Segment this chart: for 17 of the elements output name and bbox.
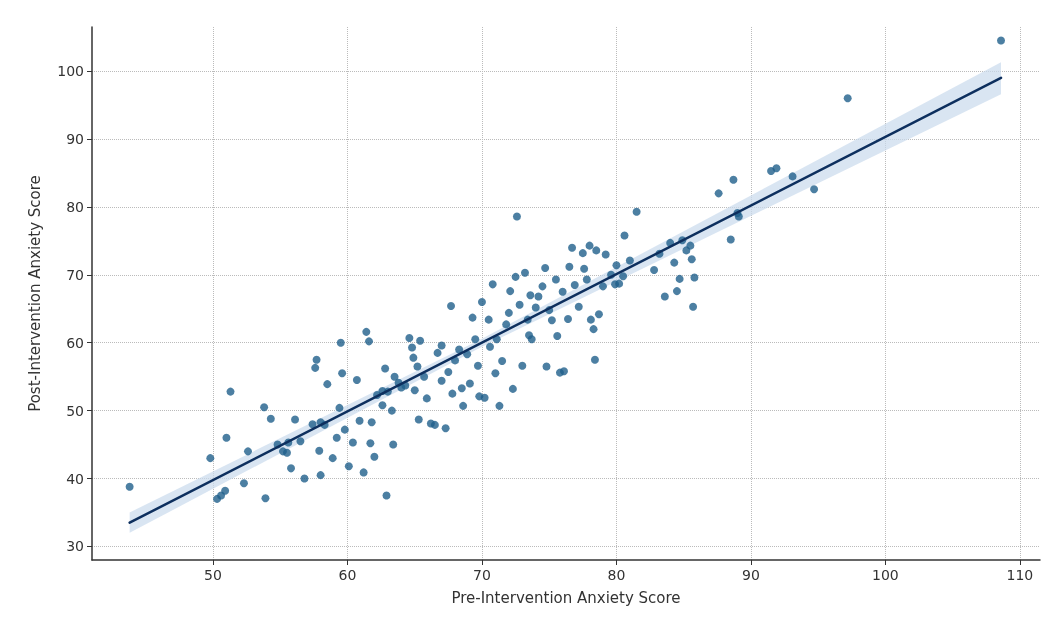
y-tick-label: 100 [57, 63, 84, 80]
x-tick-label: 110 [1006, 567, 1034, 583]
y-tick-label: 60 [66, 334, 84, 351]
x-tick-label: 50 [204, 567, 222, 583]
y-tick-label: 90 [66, 131, 84, 148]
x-tick-label: 100 [871, 567, 899, 583]
y-tick-label: 70 [66, 266, 84, 283]
x-tick-label: 90 [741, 567, 760, 583]
y-tick-label: 30 [66, 538, 84, 555]
y-axis-title: Post-Intervention Anxiety Score [25, 175, 44, 412]
x-tick-label: 60 [338, 567, 357, 583]
x-tick-label: 80 [607, 567, 626, 583]
x-tick-label: 70 [473, 567, 491, 583]
y-tick-label: 50 [66, 402, 84, 419]
y-tick-label: 40 [66, 470, 84, 487]
y-tick-label: 80 [66, 198, 84, 215]
x-axis-title: Pre-Intervention Anxiety Score [451, 588, 681, 607]
